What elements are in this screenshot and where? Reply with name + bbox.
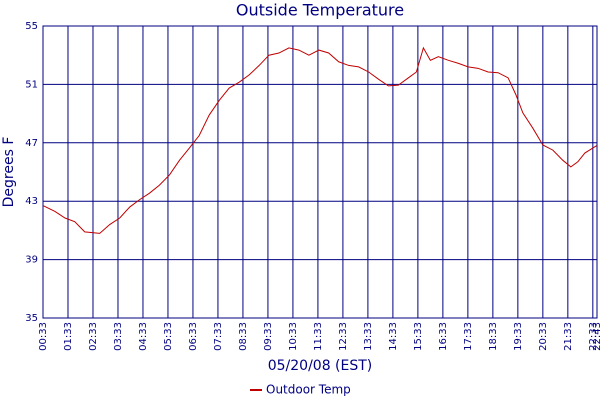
y-tick-label: 51 [25,79,38,90]
x-tick-label: 22:43 [592,322,600,351]
x-tick-label: 17:33 [463,322,474,351]
y-tick-label: 39 [25,255,38,266]
y-tick-label: 47 [25,138,38,149]
line-series [42,46,597,234]
x-tick-label: 04:33 [138,322,149,351]
x-tick-label: 05:33 [163,322,174,351]
x-tick-label: 14:33 [388,322,399,351]
x-tick-label: 19:33 [513,322,524,351]
x-tick-label: 09:33 [263,322,274,351]
y-tick-label: 55 [25,21,38,32]
x-tick-label: 21:33 [563,322,574,351]
x-tick-label: 22:33 [588,322,599,351]
x-tick-label: 15:33 [413,322,424,351]
x-tick-label: 07:33 [213,322,224,351]
x-tick-label: 10:33 [288,322,299,351]
x-tick-label: 01:33 [63,322,74,351]
x-tick-label: 16:33 [438,322,449,351]
x-tick-label: 00:33 [38,322,49,351]
x-tick-label: 12:33 [338,322,349,351]
x-tick-label: 18:33 [488,322,499,351]
x-tick-label: 08:33 [238,322,249,351]
chart-title: Outside Temperature [236,1,404,20]
x-tick-label: 03:33 [113,322,124,351]
plot-area [42,25,598,319]
y-tick-label: 43 [25,196,38,207]
x-tick-label: 02:33 [88,322,99,351]
x-axis-label: 05/20/08 (EST) [268,358,373,374]
x-tick-label: 20:33 [538,322,549,351]
x-tick-label: 13:33 [363,322,374,351]
x-tick-label: 11:33 [313,322,324,351]
legend-label: Outdoor Temp [266,383,351,397]
x-tick-label: 06:33 [188,322,199,351]
y-axis-label: Degrees F [1,137,17,208]
y-tick-label: 35 [25,313,38,324]
